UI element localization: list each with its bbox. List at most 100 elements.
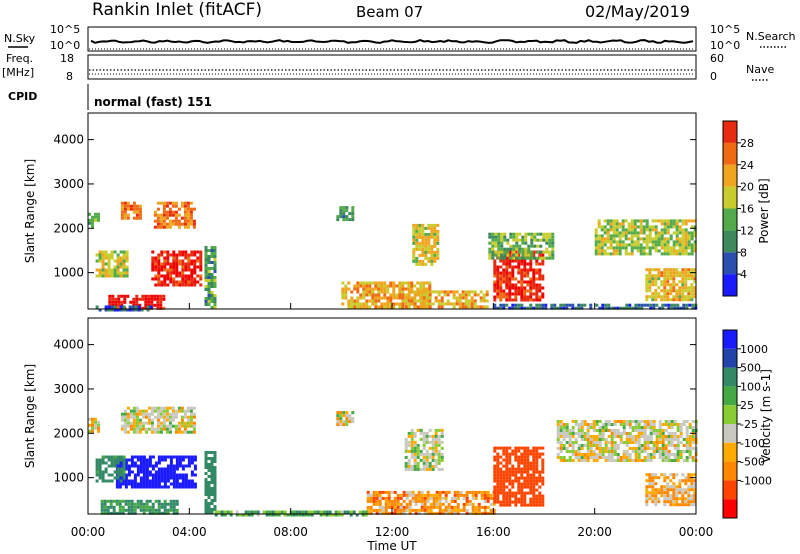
velocity-cell-11 xyxy=(684,479,688,483)
power-cell-12 xyxy=(535,277,539,281)
power-cell-14 xyxy=(687,231,691,235)
power-cell-6 xyxy=(199,256,203,260)
power-cell-14 xyxy=(603,243,607,247)
velocity-cell-1 xyxy=(153,415,157,419)
velocity-cell-10 xyxy=(664,459,668,462)
power-cell-16 xyxy=(589,306,593,310)
power-cell-15 xyxy=(672,295,676,299)
velocity-cell-7 xyxy=(453,508,457,512)
power-cell-8 xyxy=(398,281,402,285)
velocity-cell-11 xyxy=(657,500,661,504)
velocity-cell-9 xyxy=(502,458,506,462)
power-cell-11 xyxy=(421,238,425,242)
power-cell-12 xyxy=(505,277,509,281)
power-cell-14 xyxy=(615,240,619,244)
velocity-cell-12 xyxy=(256,513,260,517)
power-cell-16 xyxy=(670,303,674,307)
power-cell-16 xyxy=(559,303,563,307)
velocity-cell-7 xyxy=(366,496,370,500)
power-cell-12 xyxy=(526,295,530,299)
power-cell-5 xyxy=(165,213,169,217)
velocity-cell-8 xyxy=(416,446,420,450)
power-cell-11 xyxy=(415,262,419,266)
power-cell-13 xyxy=(515,244,519,248)
velocity-cell-9 xyxy=(514,452,518,456)
power-cell-7 xyxy=(204,246,208,249)
power-cell-15 xyxy=(681,271,685,275)
power-cell-0 xyxy=(156,297,160,301)
power-cell-12 xyxy=(505,286,509,290)
power-cell-12 xyxy=(493,274,497,278)
velocity-cell-5 xyxy=(213,460,217,463)
power-cell-14 xyxy=(645,225,649,229)
velocity-cell-7 xyxy=(474,490,478,494)
power-cell-16 xyxy=(589,303,593,307)
velocity-cell-10 xyxy=(673,438,677,441)
velocity-cell-10 xyxy=(631,459,635,462)
power-cell-10 xyxy=(342,218,346,222)
power-cell-4 xyxy=(126,204,130,208)
velocity-cell-10 xyxy=(664,444,668,447)
velocity-cell-10 xyxy=(586,459,590,462)
power-cell-12 xyxy=(499,292,503,296)
power-cell-14 xyxy=(684,219,688,223)
power-cell-14 xyxy=(675,240,679,244)
velocity-cell-1 xyxy=(144,421,148,425)
power-cell-12 xyxy=(517,286,521,290)
velocity-cell-7 xyxy=(474,508,478,512)
velocity-cell-10 xyxy=(562,444,566,447)
power-cell-13 xyxy=(539,238,543,242)
velocity-cell-9 xyxy=(535,482,539,486)
velocity-cell-3 xyxy=(113,476,117,480)
velocity-cell-10 xyxy=(670,459,674,462)
power-cell-8 xyxy=(353,299,357,303)
velocity-cell-9 xyxy=(505,449,509,453)
velocity-cell-4 xyxy=(145,499,149,503)
velocity-cell-11 xyxy=(654,503,658,507)
velocity-cell-10 xyxy=(574,438,578,441)
velocity-cell-7 xyxy=(441,508,445,512)
velocity-cell-12 xyxy=(226,510,230,514)
power-cell-12 xyxy=(493,268,497,272)
power-cell-0 xyxy=(147,297,151,301)
velocity-cell-7 xyxy=(387,505,391,509)
power-cell-15 xyxy=(651,274,655,278)
velocity-cell-5 xyxy=(207,502,211,505)
velocity-cell-8 xyxy=(437,461,441,465)
power-cell-14 xyxy=(663,231,667,235)
velocity-cell-12 xyxy=(274,510,278,514)
power-cell-8 xyxy=(413,284,417,288)
power-cell-14 xyxy=(660,237,664,241)
power-cell-0 xyxy=(156,300,160,304)
power-cell-0 xyxy=(147,303,151,307)
velocity-cell-2 xyxy=(157,470,161,474)
power-cell-14 xyxy=(594,240,598,244)
velocity-cell-2 xyxy=(193,485,197,489)
velocity-cell-4 xyxy=(109,505,113,509)
power-cell-6 xyxy=(196,280,200,284)
velocity-cell-8 xyxy=(425,455,429,459)
power-cell-13 xyxy=(551,250,555,254)
power-cell-15 xyxy=(690,286,694,290)
power-cell-14 xyxy=(597,222,601,226)
velocity-cell-2 xyxy=(190,470,194,474)
velocity-cell-7 xyxy=(453,499,457,503)
velocity-cell-8 xyxy=(425,431,429,435)
velocity-cell-7 xyxy=(396,496,400,500)
velocity-cell-6 xyxy=(339,411,343,415)
power-cell-16 xyxy=(598,306,602,310)
velocity-cell-9 xyxy=(496,464,500,468)
velocity-cell-10 xyxy=(583,459,587,462)
power-cell-1 xyxy=(134,308,138,312)
velocity-cell-7 xyxy=(468,499,472,503)
velocity-cell-11 xyxy=(645,497,649,501)
velocity-cell-2 xyxy=(145,467,149,471)
velocity-cell-8 xyxy=(440,452,444,456)
velocity-cell-10 xyxy=(589,456,593,459)
velocity-cell-10 xyxy=(583,435,587,438)
velocity-cell-2 xyxy=(130,455,134,459)
power-cell-3 xyxy=(125,259,129,263)
power-cell-9 xyxy=(425,302,429,306)
power-cell-2 xyxy=(97,215,100,219)
velocity-cell-2 xyxy=(124,458,128,462)
